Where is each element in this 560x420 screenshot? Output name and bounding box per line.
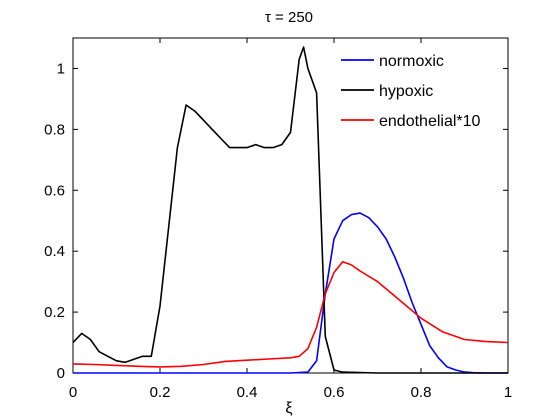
x-tick-label: 0.8: [411, 384, 432, 401]
legend-label: hypoxic: [379, 83, 433, 100]
x-axis-label: ξ: [285, 400, 292, 417]
series-line-hypoxic: [72, 46, 508, 374]
legend: normoxic hypoxic endothelial*10: [341, 53, 481, 130]
x-tick-label: 0.6: [324, 384, 345, 401]
y-tick-label: 0.2: [44, 304, 65, 321]
y-tick-label: 0: [57, 365, 65, 382]
legend-label: normoxic: [379, 53, 444, 70]
series-line-endothelial-10: [72, 260, 509, 368]
chart-title: τ = 250: [265, 9, 313, 26]
y-tick-label: 1: [57, 60, 65, 77]
x-tick-label: 0.2: [150, 384, 171, 401]
x-tick-label: 1: [504, 384, 512, 401]
legend-label: endothelial*10: [379, 113, 481, 130]
y-tick-label: 0.4: [44, 243, 65, 260]
series-lines: [72, 46, 509, 374]
x-tick-label: 0: [69, 384, 77, 401]
x-tick-label: 0.4: [237, 384, 258, 401]
y-tick-label: 0.6: [44, 182, 65, 199]
series-line-normoxic: [73, 212, 508, 374]
y-tick-label: 0.8: [44, 121, 65, 138]
plot-area: [72, 37, 509, 374]
